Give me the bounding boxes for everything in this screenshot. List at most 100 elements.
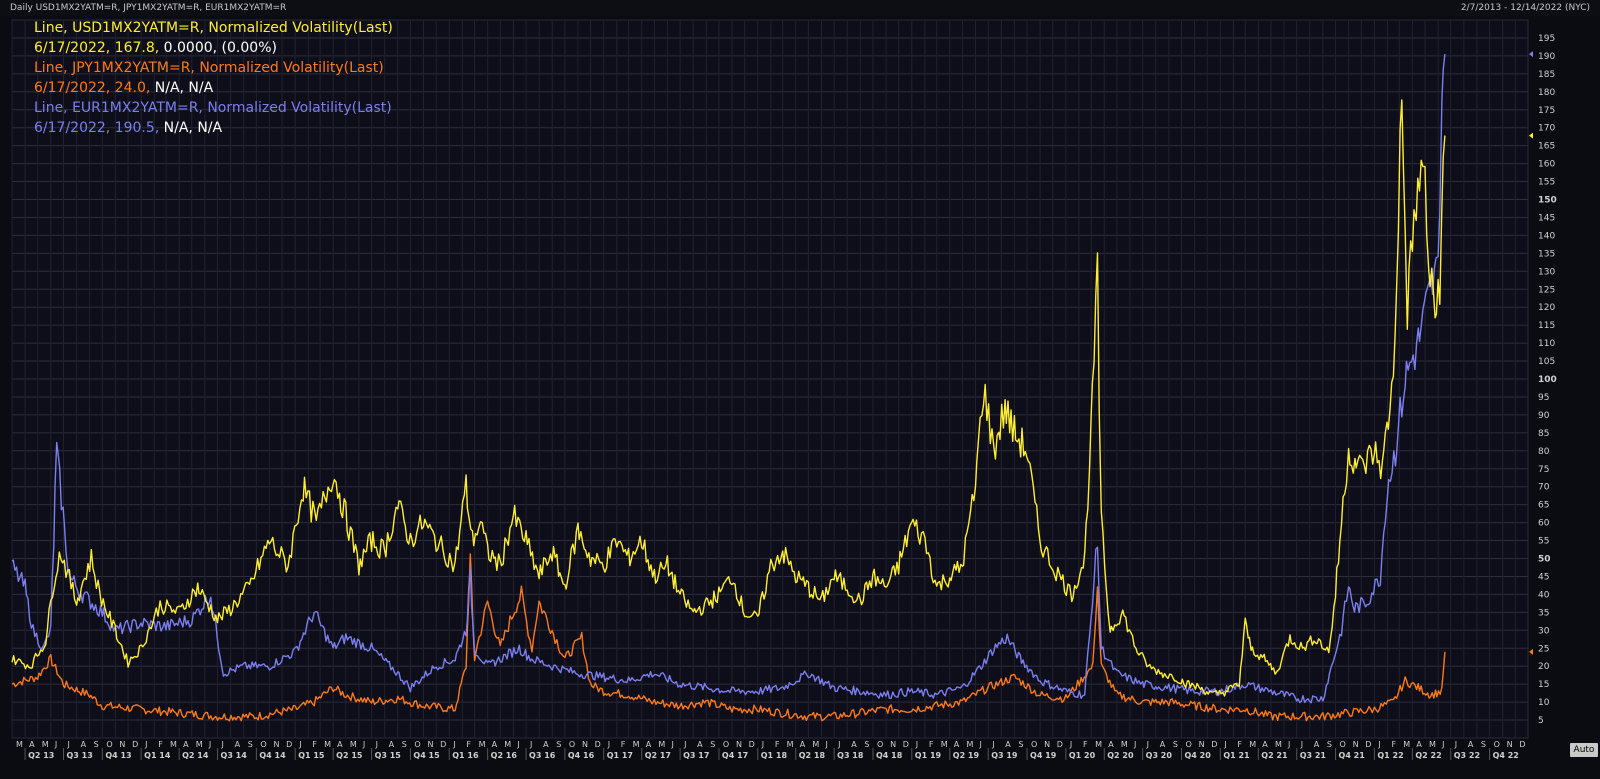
x-quarter-label: Q3 20 [1146,751,1173,760]
chart-title: Daily USD1MX2YATM=R, JPY1MX2YATM=R, EUR1… [10,3,287,13]
x-month-label: S [710,740,715,749]
last-value-marker [1529,648,1533,655]
y-tick-label: 35 [1538,608,1549,618]
x-month-label: O [1340,740,1346,749]
x-month-label: J [1133,740,1136,749]
x-quarter-label: Q4 14 [259,751,286,760]
x-quarter-label: Q1 16 [452,751,479,760]
x-month-label: M [196,740,203,749]
x-month-label: J [375,740,378,749]
x-month-label: J [208,740,211,749]
x-month-label: F [158,740,163,749]
x-quarter-label: Q2 13 [28,751,54,760]
x-quarter-label: Q3 19 [991,751,1018,760]
x-quarter-label: Q4 21 [1339,751,1366,760]
y-tick-label: 80 [1538,447,1550,457]
x-month-label: A [492,740,498,749]
x-month-label: A [81,740,87,749]
x-quarter-label: Q1 20 [1069,751,1096,760]
x-month-label: A [1468,740,1474,749]
x-quarter-label: Q4 22 [1493,751,1519,760]
x-month-label: D [1057,740,1063,749]
x-quarter-label: Q2 15 [336,751,363,760]
x-month-label: N [736,740,742,749]
x-quarter-label: Q3 18 [837,751,864,760]
x-month-label: M [1121,740,1128,749]
y-tick-label: 165 [1538,142,1555,152]
legend-eur-change: N/A, N/A [159,120,223,136]
x-month-label: J [1287,740,1290,749]
x-month-label: J [1454,740,1457,749]
x-month-label: D [1365,740,1371,749]
legend-usd-value: 6/17/2022, 167.8, 0.0000, (0.00%) [34,38,393,58]
x-month-label: A [1314,740,1320,749]
x-month-label: M [1249,740,1256,749]
x-month-label: J [144,740,147,749]
x-month-label: M [966,740,973,749]
auto-scale-button[interactable]: Auto [1570,743,1598,757]
x-month-label: O [414,740,420,749]
x-quarter-label: Q2 21 [1261,751,1288,760]
x-quarter-label: Q4 15 [413,751,440,760]
x-month-label: M [812,740,819,749]
x-month-label: J [529,740,532,749]
x-quarter-label: Q4 13 [105,751,131,760]
x-month-label: J [979,740,982,749]
date-range-label: 2/7/2013 - 12/14/2022 (NYC) [1460,3,1590,13]
x-month-label: A [389,740,395,749]
x-month-label: M [42,740,49,749]
x-month-label: J [824,740,827,749]
x-month-label: M [324,740,331,749]
x-month-label: S [248,740,253,749]
x-quarter-label: Q2 19 [953,751,980,760]
x-month-label: J [670,740,673,749]
y-tick-label: 115 [1538,321,1555,331]
y-tick-label: 180 [1538,88,1555,98]
x-month-label: J [66,740,69,749]
y-tick-label: 60 [1538,519,1550,529]
x-month-label: M [1403,740,1410,749]
last-value-marker [1529,51,1533,58]
x-month-label: M [1095,740,1102,749]
x-quarter-label: Q3 22 [1454,751,1480,760]
x-month-label: S [1327,740,1332,749]
y-tick-label: 85 [1538,429,1549,439]
last-value-marker [1529,132,1533,139]
x-month-label: A [183,740,189,749]
x-month-label: J [1441,740,1444,749]
x-quarter-label: Q3 14 [221,751,248,760]
x-quarter-label: Q2 17 [645,751,671,760]
y-tick-label: 20 [1538,662,1550,672]
y-tick-label: 125 [1538,285,1555,295]
x-month-label: F [1083,740,1088,749]
x-month-label: A [697,740,703,749]
x-month-label: N [1199,740,1205,749]
x-month-label: F [466,740,471,749]
x-quarter-label: Q2 14 [182,751,209,760]
x-month-label: A [851,740,857,749]
x-month-label: D [132,740,138,749]
y-tick-label: 50 [1538,555,1551,565]
y-tick-label: 45 [1538,572,1549,582]
legend-jpy-change: N/A, N/A [150,80,214,96]
x-month-label: O [106,740,112,749]
x-month-label: S [1481,740,1486,749]
x-month-label: A [29,740,35,749]
x-quarter-label: Q2 18 [799,751,826,760]
x-quarter-label: Q1 18 [761,751,788,760]
x-month-label: J [683,740,686,749]
series-line-jpy [11,553,1446,722]
x-month-label: D [903,740,909,749]
x-month-label: J [1377,740,1380,749]
x-month-label: A [954,740,960,749]
series-line-eur [11,54,1446,704]
x-month-label: N [273,740,279,749]
x-quarter-label: Q4 16 [568,751,595,760]
x-month-label: D [595,740,601,749]
x-month-label: A [1160,740,1166,749]
x-quarter-label: Q2 22 [1415,751,1441,760]
x-month-label: J [837,740,840,749]
x-quarter-label: Q1 17 [607,751,633,760]
y-tick-label: 110 [1538,339,1555,349]
